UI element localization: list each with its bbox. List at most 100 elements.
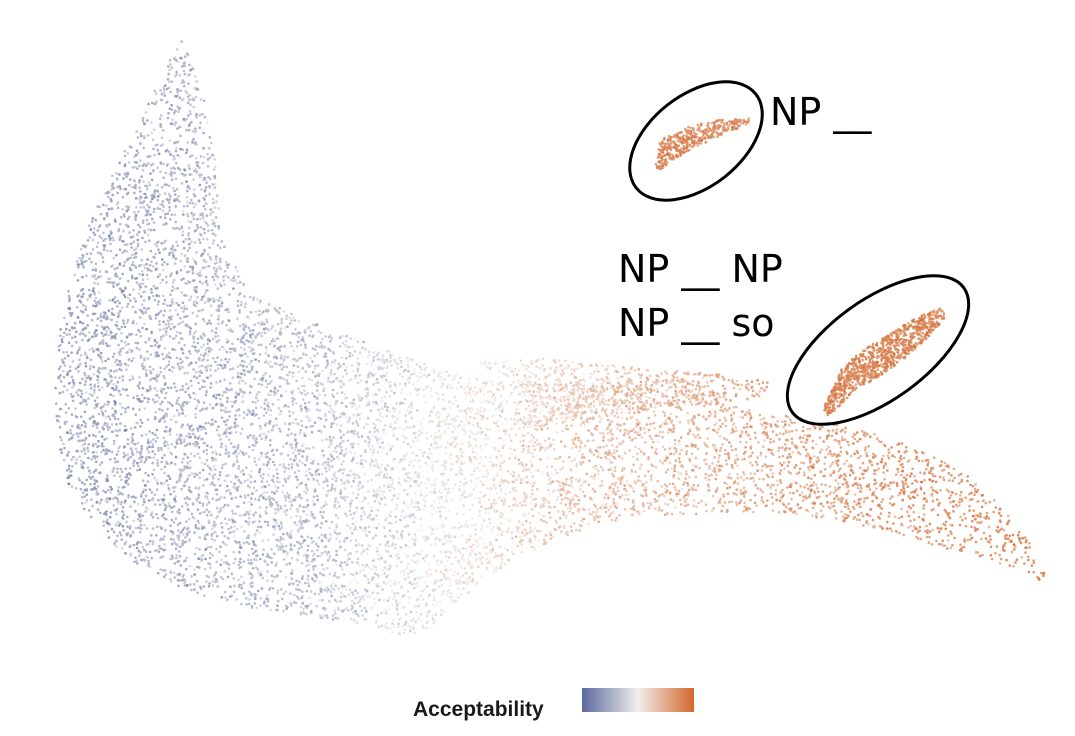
scatter-point bbox=[273, 552, 276, 555]
scatter-point bbox=[124, 467, 128, 471]
scatter-point bbox=[298, 357, 301, 360]
scatter-point bbox=[406, 442, 410, 446]
scatter-point bbox=[457, 404, 460, 407]
scatter-point bbox=[249, 480, 253, 484]
scatter-point bbox=[160, 460, 163, 464]
scatter-point bbox=[625, 395, 629, 399]
scatter-point bbox=[322, 606, 325, 610]
scatter-point bbox=[219, 358, 223, 362]
scatter-point bbox=[422, 395, 426, 398]
scatter-point bbox=[242, 581, 246, 584]
scatter-point bbox=[398, 426, 402, 429]
scatter-point bbox=[503, 500, 507, 503]
scatter-point bbox=[259, 604, 262, 607]
scatter-point bbox=[637, 479, 640, 482]
scatter-point bbox=[158, 328, 162, 332]
scatter-point bbox=[253, 558, 256, 561]
scatter-point bbox=[612, 448, 616, 452]
scatter-point bbox=[333, 531, 337, 534]
scatter-point bbox=[566, 490, 570, 493]
scatter-point bbox=[385, 516, 389, 520]
scatter-point bbox=[393, 595, 397, 598]
scatter-point bbox=[181, 461, 184, 464]
scatter-point bbox=[1005, 558, 1008, 562]
scatter-point bbox=[876, 437, 879, 441]
scatter-point bbox=[226, 388, 230, 392]
scatter-point bbox=[674, 506, 677, 509]
scatter-point bbox=[201, 178, 205, 182]
scatter-point bbox=[447, 556, 451, 559]
scatter-point bbox=[860, 472, 864, 476]
scatter-point bbox=[328, 554, 332, 558]
scatter-point bbox=[328, 435, 332, 439]
scatter-point bbox=[891, 495, 894, 498]
scatter-point bbox=[273, 463, 276, 467]
scatter-point bbox=[452, 424, 456, 428]
scatter-point bbox=[819, 509, 823, 513]
scatter-point bbox=[183, 315, 186, 319]
scatter-point bbox=[301, 575, 305, 578]
scatter-point bbox=[94, 442, 98, 446]
scatter-point bbox=[376, 553, 380, 557]
scatter-point bbox=[197, 566, 201, 569]
scatter-point bbox=[213, 224, 217, 228]
scatter-point bbox=[829, 452, 833, 456]
scatter-point bbox=[189, 583, 192, 586]
scatter-point bbox=[782, 461, 786, 464]
scatter-point bbox=[574, 478, 578, 481]
scatter-point bbox=[105, 381, 109, 385]
scatter-point bbox=[61, 369, 65, 373]
scatter-point bbox=[112, 256, 116, 260]
scatter-point bbox=[512, 480, 515, 484]
scatter-point bbox=[613, 457, 617, 460]
scatter-point bbox=[125, 258, 129, 262]
scatter-point bbox=[242, 592, 246, 595]
scatter-point bbox=[202, 99, 206, 103]
scatter-point bbox=[663, 422, 666, 425]
scatter-point bbox=[461, 534, 464, 537]
scatter-point bbox=[157, 449, 160, 452]
scatter-point bbox=[129, 524, 132, 528]
scatter-point bbox=[134, 556, 137, 560]
scatter-point bbox=[307, 569, 310, 572]
scatter-point bbox=[966, 538, 970, 542]
scatter-point bbox=[260, 452, 263, 455]
scatter-point bbox=[200, 364, 204, 368]
scatter-point bbox=[213, 473, 217, 476]
scatter-point bbox=[623, 484, 626, 487]
scatter-point bbox=[188, 63, 191, 67]
scatter-point bbox=[590, 393, 593, 397]
scatter-point bbox=[343, 487, 347, 490]
scatter-point bbox=[415, 363, 419, 366]
scatter-point bbox=[490, 562, 493, 566]
scatter-point bbox=[446, 491, 450, 495]
scatter-point bbox=[657, 509, 661, 512]
scatter-point bbox=[389, 476, 392, 479]
scatter-point bbox=[202, 484, 205, 487]
scatter-point bbox=[338, 540, 342, 543]
scatter-point bbox=[262, 496, 265, 500]
scatter-point bbox=[394, 361, 398, 365]
scatter-point bbox=[489, 380, 493, 383]
scatter-point bbox=[220, 521, 223, 525]
scatter-point bbox=[366, 391, 370, 395]
scatter-point bbox=[110, 188, 113, 191]
scatter-point bbox=[356, 393, 360, 397]
scatter-point bbox=[266, 600, 270, 603]
scatter-point bbox=[409, 513, 413, 516]
scatter-point bbox=[473, 469, 476, 473]
scatter-point bbox=[351, 401, 354, 405]
scatter-point bbox=[159, 281, 162, 285]
scatter-point bbox=[504, 429, 508, 432]
scatter-point bbox=[276, 389, 280, 393]
scatter-point bbox=[506, 549, 510, 552]
scatter-point bbox=[93, 312, 97, 316]
scatter-point bbox=[500, 499, 504, 503]
scatter-point bbox=[391, 631, 394, 634]
scatter-point bbox=[276, 347, 280, 351]
scatter-point bbox=[244, 520, 248, 523]
scatter-point bbox=[324, 520, 328, 523]
scatter-point bbox=[140, 248, 144, 251]
scatter-point bbox=[208, 156, 212, 159]
scatter-point bbox=[584, 444, 587, 448]
